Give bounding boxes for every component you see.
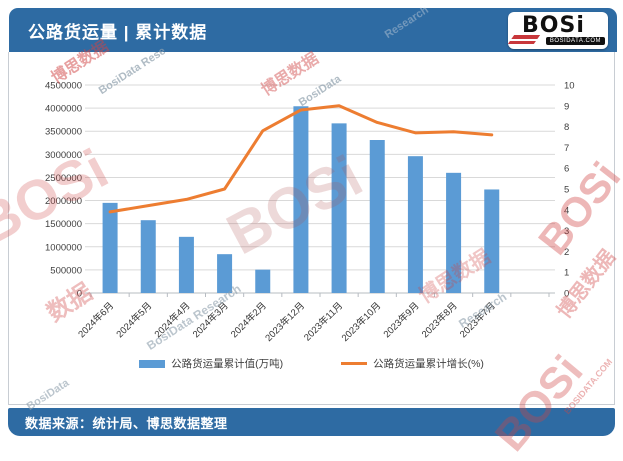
right-axis-tick-label: 6 bbox=[564, 164, 569, 175]
data-source: 数据来源：统计局、博思数据整理 bbox=[25, 415, 228, 431]
bosi-logo: BOSi BOSIDATA.COM bbox=[508, 12, 608, 49]
bar-2024年2月 bbox=[255, 269, 271, 293]
x-axis-label: 2024年3月 bbox=[190, 300, 231, 341]
bar-series-swatch-icon bbox=[139, 359, 166, 368]
x-axis-label: 2024年4月 bbox=[152, 300, 193, 341]
line-series-swatch-icon bbox=[341, 362, 368, 365]
left-axis-tick-label: 3500000 bbox=[45, 127, 82, 138]
x-axis-label: 2024年2月 bbox=[228, 300, 269, 341]
bar-2023年10月 bbox=[369, 140, 385, 293]
left-axis-tick-label: 2000000 bbox=[45, 196, 82, 207]
growth-line bbox=[108, 104, 494, 214]
legend-item-line: 公路货运量累计增长(%) bbox=[341, 356, 484, 371]
right-axis-tick-label: 8 bbox=[564, 122, 569, 133]
bar-series-label: 公路货运量累计值(万吨) bbox=[171, 358, 284, 370]
right-axis-tick-label: 0 bbox=[564, 289, 569, 300]
logo-red-stripe-icon bbox=[508, 35, 541, 44]
x-axis-label: 2023年10月 bbox=[339, 300, 383, 344]
x-axis-label: 2023年7月 bbox=[457, 300, 498, 341]
bar-2023年7月 bbox=[484, 189, 500, 293]
chart-legend: 公路货运量累计值(万吨) 公路货运量累计增长(%) bbox=[9, 356, 614, 371]
right-axis-tick-label: 3 bbox=[564, 226, 569, 237]
left-axis-tick-label: 4000000 bbox=[45, 104, 82, 115]
footer-bar: 数据来源：统计局、博思数据整理 bbox=[8, 408, 615, 436]
left-axis-tick-label: 1000000 bbox=[45, 242, 82, 253]
x-axis-label: 2024年5月 bbox=[114, 300, 155, 341]
right-axis-tick-label: 7 bbox=[564, 143, 569, 154]
bar-2023年9月 bbox=[407, 156, 423, 293]
logo-brand-text: BOSi bbox=[522, 13, 585, 38]
left-axis-tick-label: 500000 bbox=[50, 265, 82, 276]
left-axis-tick-label: 1500000 bbox=[45, 219, 82, 230]
logo-domain-text: BOSIDATA.COM bbox=[545, 37, 605, 45]
left-axis-tick-label: 2500000 bbox=[45, 173, 82, 184]
right-axis-tick-label: 5 bbox=[564, 185, 569, 196]
x-axis-label: 2023年12月 bbox=[263, 300, 307, 344]
legend-item-bar: 公路货运量累计值(万吨) bbox=[139, 356, 283, 371]
bar-2024年6月 bbox=[102, 202, 118, 293]
header-bar: 公路货运量 | 累计数据 BOSi BOSIDATA.COM bbox=[9, 8, 617, 52]
x-axis-label: 2023年11月 bbox=[301, 300, 345, 344]
line-series-label: 公路货运量累计增长(%) bbox=[373, 358, 484, 370]
left-axis-tick-label: 0 bbox=[77, 289, 82, 300]
page-title: 公路货运量 | 累计数据 bbox=[28, 22, 208, 42]
right-axis-tick-label: 1 bbox=[564, 268, 569, 279]
right-axis-tick-label: 2 bbox=[564, 247, 569, 258]
bar-2024年4月 bbox=[178, 236, 194, 293]
bar-2024年3月 bbox=[217, 254, 233, 293]
chart-panel: 0 500000 1000000 1500000 2000000 2500000 30000… bbox=[8, 52, 615, 405]
bar-2024年5月 bbox=[140, 220, 156, 293]
right-axis-tick-label: 4 bbox=[564, 205, 569, 216]
right-axis-tick-label: 10 bbox=[564, 81, 575, 92]
x-axis-label: 2023年8月 bbox=[419, 300, 460, 341]
left-axis-tick-label: 4500000 bbox=[45, 81, 82, 92]
bar-2023年11月 bbox=[331, 123, 347, 293]
x-axis-label: 2024年6月 bbox=[76, 300, 117, 341]
freight-chart-canvas: 0 500000 1000000 1500000 2000000 2500000 30000… bbox=[45, 81, 575, 344]
right-axis-tick-label: 9 bbox=[564, 101, 569, 112]
bar-2023年8月 bbox=[446, 172, 462, 293]
bar-2023年12月 bbox=[293, 106, 309, 293]
x-axis-label: 2023年9月 bbox=[381, 300, 422, 341]
left-axis-tick-label: 3000000 bbox=[45, 150, 82, 161]
